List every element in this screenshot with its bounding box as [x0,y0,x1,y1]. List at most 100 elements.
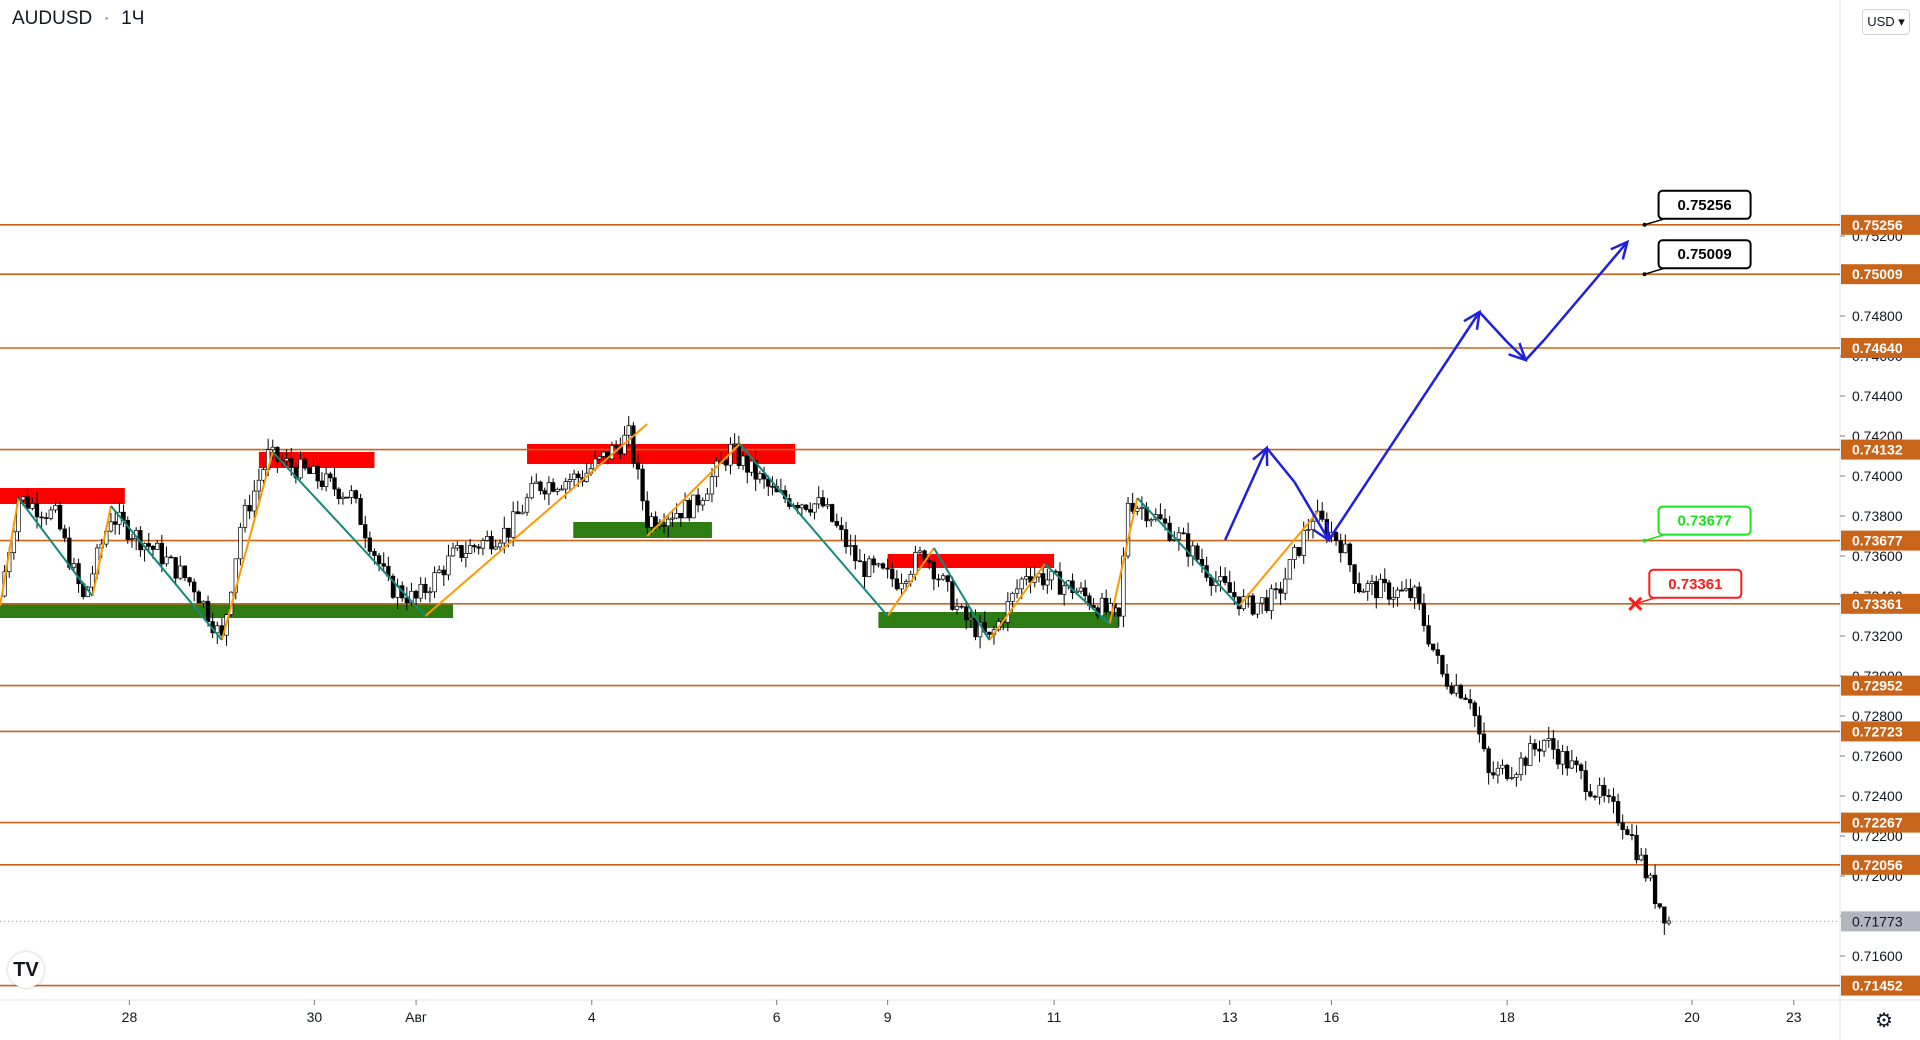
level-price-label: 0.72056 [1852,857,1903,873]
level-price-badge [1841,439,1920,460]
candle-body [1250,595,1256,615]
candle-body [740,455,746,466]
candle-body [1625,829,1630,835]
candle-body [1019,578,1024,590]
candle-body [987,631,992,635]
candle-body [1121,555,1126,617]
gear-icon[interactable]: ⚙ [1875,1010,1893,1032]
candle-body [885,567,890,570]
candle-body [349,490,354,498]
candle-body [441,569,446,576]
candle-body [520,511,525,515]
candle-body [1546,738,1551,741]
candle-body [1592,795,1598,798]
candle-body [150,546,156,550]
candle-body [825,504,830,507]
candle-body [1569,760,1575,769]
zigzag-up-segment [91,505,112,597]
candle-body [113,521,118,525]
candle-body [1481,733,1487,750]
candle-body [597,456,602,460]
candle-body [1116,607,1121,617]
candle-body [745,455,750,473]
candle-body [649,516,654,528]
candle-body [1620,822,1625,830]
level-price-badge [1841,721,1920,742]
callout-anchor [1642,538,1647,543]
candle-body [964,606,969,621]
candle-body [39,516,44,519]
candle-body [1565,751,1570,769]
close-icon [1628,596,1643,611]
candle-body [695,494,701,506]
candle-body [1532,743,1538,750]
level-price-label: 0.73677 [1852,533,1903,549]
candle-body [890,568,895,580]
candle-body [1185,533,1191,557]
y-tick-label: 0.74000 [1852,468,1903,484]
interval-label[interactable]: 1Ч [121,8,145,29]
candle-body [1296,547,1302,556]
callout-box [1648,568,1743,599]
candle-body [1639,854,1644,861]
level-price-badge [1841,854,1920,875]
candle-body [799,504,805,509]
callout-anchor [1642,222,1647,227]
candle-body [950,581,955,610]
y-tick-label: 0.73600 [1852,548,1903,564]
forecast-arrow-line [1506,341,1527,361]
symbol-name[interactable]: AUDUSD [12,8,93,29]
currency-selector[interactable]: USD ▾ [1862,9,1910,35]
candle-body [1588,791,1593,797]
candle-body [1449,686,1454,694]
level-price-badge [1841,530,1920,551]
zigzag-up-segment [988,563,1046,641]
candle-body [1083,587,1088,597]
candle-body [168,556,174,559]
candle-body [1523,757,1528,766]
candle-body [682,500,688,519]
candle-body [196,591,201,604]
candle-body [289,458,294,468]
candle-body [795,504,800,509]
candle-body [472,545,477,548]
candle-body [270,446,275,451]
level-price-badge [1841,812,1920,833]
forecast-arrow-line [1478,311,1509,343]
candle-body [328,473,333,479]
candle-body [687,500,692,519]
y-tick-label: 0.73800 [1852,508,1903,524]
candle-body [423,583,428,593]
x-tick-label: 28 [122,1009,138,1025]
candle-body [493,546,498,550]
tradingview-logo-icon[interactable]: TV [8,952,44,988]
level-price-label: 0.74132 [1852,442,1903,458]
candle-body [242,505,248,528]
candle-body [1597,784,1602,798]
candle-body [1162,518,1168,524]
candle-body [1045,579,1050,586]
candle-body [238,526,243,560]
candle-body [732,443,737,446]
candle-body [480,540,486,549]
level-price-label: 0.72723 [1852,723,1903,739]
symbol-header[interactable]: AUDUSD · 1Ч [12,8,150,30]
candle-body [894,578,900,590]
candle-body [506,527,511,538]
level-price-badge [1841,675,1920,696]
candle-body [1347,543,1353,566]
candle-body [563,481,568,490]
candle-body [1444,673,1450,687]
level-price-label: 0.73361 [1852,596,1903,612]
candle-body [1606,795,1611,797]
candle-body [1365,583,1370,592]
candle-body [666,518,671,527]
candle-body [182,565,188,578]
candle-body [917,550,923,553]
y-tick-label: 0.74800 [1852,308,1903,324]
candle-body [1391,597,1396,600]
candle-body [1139,506,1145,509]
candle-body [1634,834,1639,861]
currency-label: USD [1867,14,1895,29]
